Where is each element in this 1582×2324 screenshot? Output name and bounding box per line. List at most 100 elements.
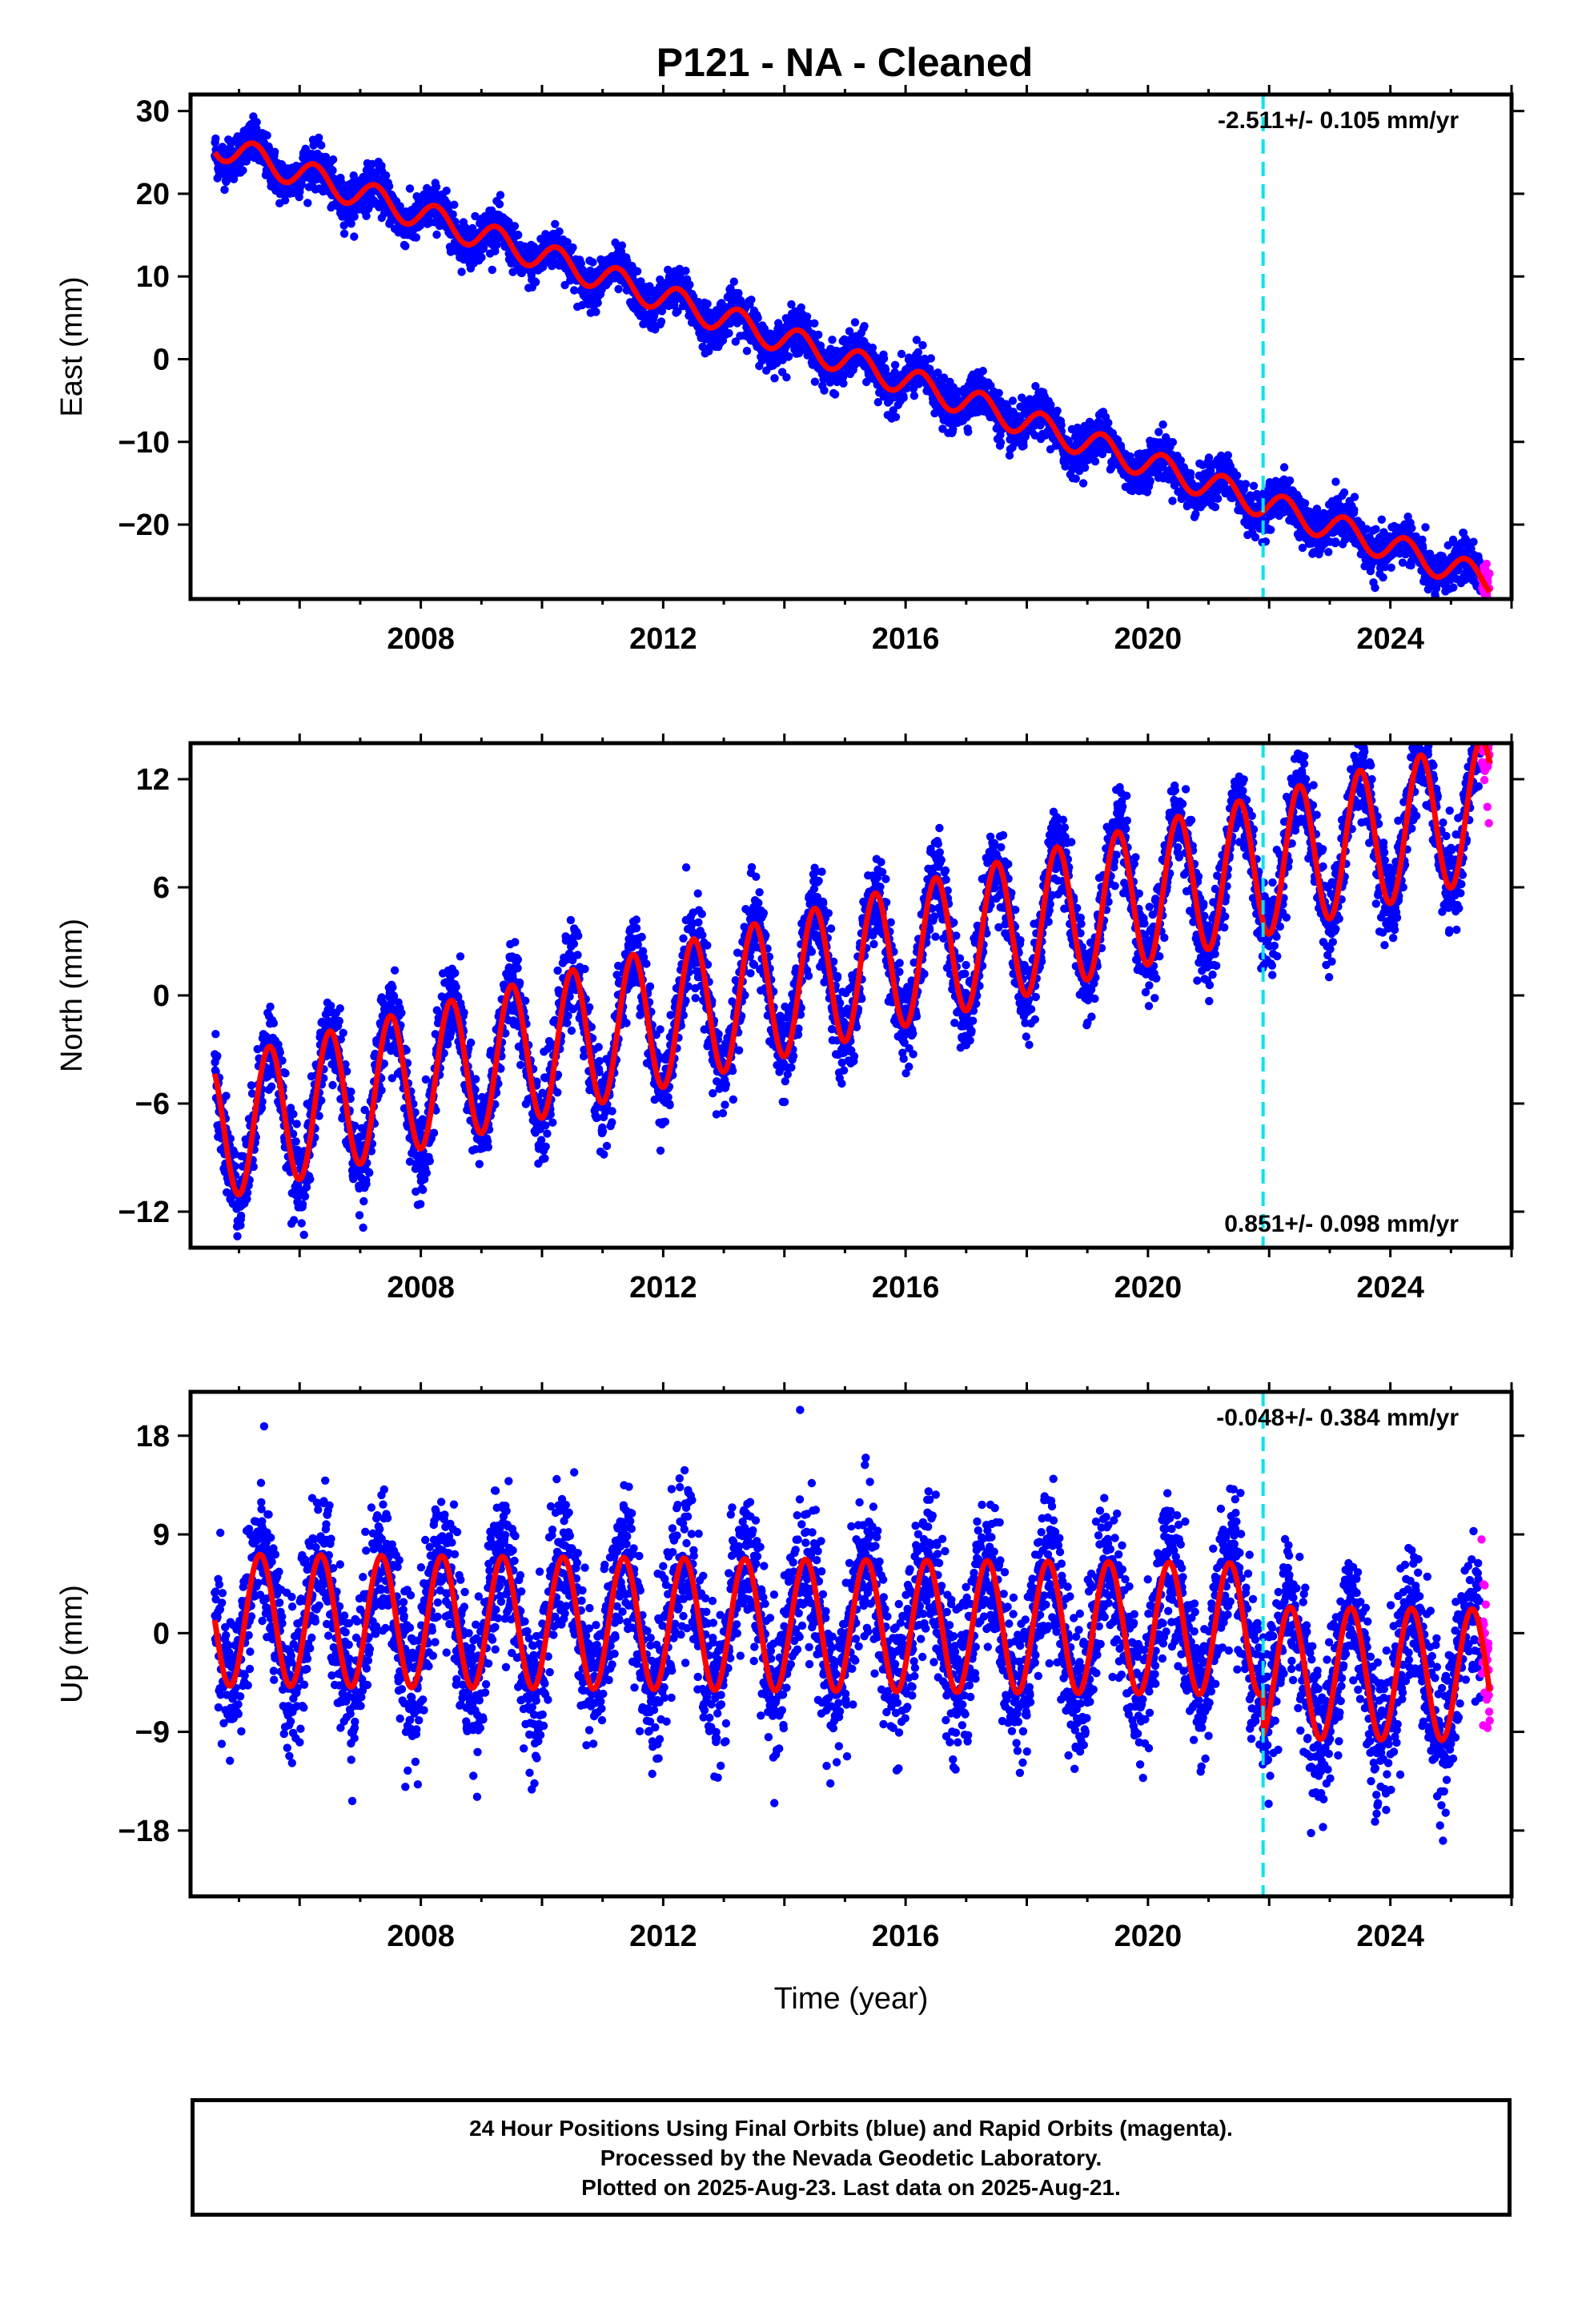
final-orbit-point: [890, 360, 900, 369]
final-orbit-point: [747, 296, 756, 304]
final-orbit-point: [685, 280, 694, 289]
final-orbit-point: [897, 349, 906, 359]
final-orbit-point: [315, 133, 323, 143]
final-orbit-point: [978, 367, 988, 376]
final-orbit-point: [1080, 463, 1090, 472]
rapid-orbit-point: [1482, 559, 1492, 569]
final-orbit-point: [350, 232, 359, 241]
final-orbit-point: [742, 347, 752, 356]
final-orbit-point: [1331, 477, 1340, 486]
final-orbit-point: [810, 319, 819, 328]
final-orbit-point: [496, 191, 505, 199]
final-orbit-point: [592, 308, 600, 316]
final-orbit-point: [384, 182, 394, 191]
final-orbit-point: [280, 196, 290, 205]
east-y-tick-label: 20: [136, 178, 170, 211]
final-orbit-point: [1053, 406, 1062, 416]
final-orbit-point: [236, 1211, 246, 1220]
final-orbit-point: [617, 241, 627, 250]
final-orbit-point: [1186, 468, 1195, 478]
final-orbit-point: [810, 377, 820, 386]
east-y-tick-label: 0: [153, 343, 170, 376]
final-orbit-point: [593, 299, 602, 308]
final-orbit-point: [1008, 396, 1018, 405]
final-orbit-point: [1379, 573, 1387, 582]
final-orbit-point: [229, 175, 239, 183]
north-final-orbit-points: [211, 743, 1486, 1240]
final-orbit-point: [213, 1051, 222, 1060]
east-plot-area: [211, 94, 1494, 613]
final-orbit-point: [994, 388, 1003, 397]
final-orbit-point: [1223, 451, 1233, 460]
final-orbit-point: [729, 277, 738, 286]
final-orbit-point: [347, 219, 355, 228]
final-orbit-point: [1469, 537, 1478, 546]
final-orbit-point: [1449, 583, 1458, 592]
rapid-orbit-point: [1484, 602, 1492, 610]
final-orbit-point: [479, 243, 488, 251]
final-orbit-point: [1090, 457, 1100, 466]
final-orbit-point: [222, 1092, 231, 1100]
final-orbit-point: [1350, 505, 1359, 514]
final-orbit-point: [918, 340, 927, 350]
east-y-axis-label: East (mm): [55, 276, 89, 416]
final-orbit-point: [964, 428, 973, 436]
final-orbit-point: [909, 392, 919, 400]
final-orbit-point: [656, 317, 666, 326]
final-orbit-point: [339, 229, 349, 238]
final-orbit-point: [782, 373, 791, 382]
final-orbit-point: [211, 134, 220, 143]
final-orbit-point: [1168, 497, 1177, 505]
final-orbit-point: [350, 212, 359, 221]
final-orbit-point: [913, 348, 923, 356]
final-orbit-point: [1249, 481, 1259, 490]
final-orbit-point: [820, 386, 829, 395]
final-orbit-point: [828, 336, 837, 344]
final-orbit-point: [321, 152, 331, 162]
final-orbit-point: [1387, 563, 1395, 572]
final-orbit-point: [891, 412, 901, 421]
final-orbit-point: [576, 259, 585, 268]
final-orbit-point: [252, 118, 261, 127]
final-orbit-point: [477, 253, 486, 262]
final-orbit-point: [317, 141, 326, 150]
final-orbit-point: [568, 243, 577, 252]
final-orbit-point: [1377, 515, 1387, 524]
final-orbit-point: [681, 267, 690, 275]
final-orbit-point: [850, 318, 860, 327]
final-orbit-point: [1421, 523, 1430, 532]
rapid-orbit-point: [1486, 605, 1494, 613]
final-orbit-point: [379, 209, 389, 218]
final-orbit-point: [1071, 474, 1081, 483]
final-orbit-point: [588, 258, 597, 267]
final-orbit-point: [1019, 441, 1028, 450]
final-orbit-point: [339, 221, 348, 230]
final-orbit-point: [830, 390, 840, 399]
final-orbit-point: [432, 230, 441, 239]
east-y-tick-label: −10: [118, 426, 170, 460]
final-orbit-point: [297, 180, 306, 189]
final-orbit-point: [899, 393, 908, 402]
final-orbit-point: [1168, 438, 1178, 447]
east-y-tick-label: −20: [118, 509, 170, 542]
final-orbit-point: [491, 247, 500, 255]
final-orbit-point: [495, 199, 504, 209]
final-orbit-point: [531, 278, 540, 287]
final-orbit-point: [879, 354, 889, 363]
final-orbit-point: [563, 238, 572, 247]
final-orbit-point: [263, 131, 271, 140]
final-orbit-point: [614, 284, 623, 294]
east-x-tick-label: 2024: [1356, 622, 1424, 656]
final-orbit-point: [510, 222, 520, 231]
final-orbit-point: [211, 1030, 220, 1039]
final-orbit-point: [471, 211, 480, 221]
final-orbit-point: [1078, 479, 1088, 488]
final-orbit-point: [367, 159, 377, 168]
final-orbit-point: [1251, 533, 1260, 542]
final-orbit-point: [770, 374, 779, 383]
east-x-tick-label: 2012: [629, 622, 697, 656]
final-orbit-point: [412, 233, 421, 242]
final-orbit-point: [328, 155, 338, 164]
final-orbit-point: [381, 171, 391, 180]
